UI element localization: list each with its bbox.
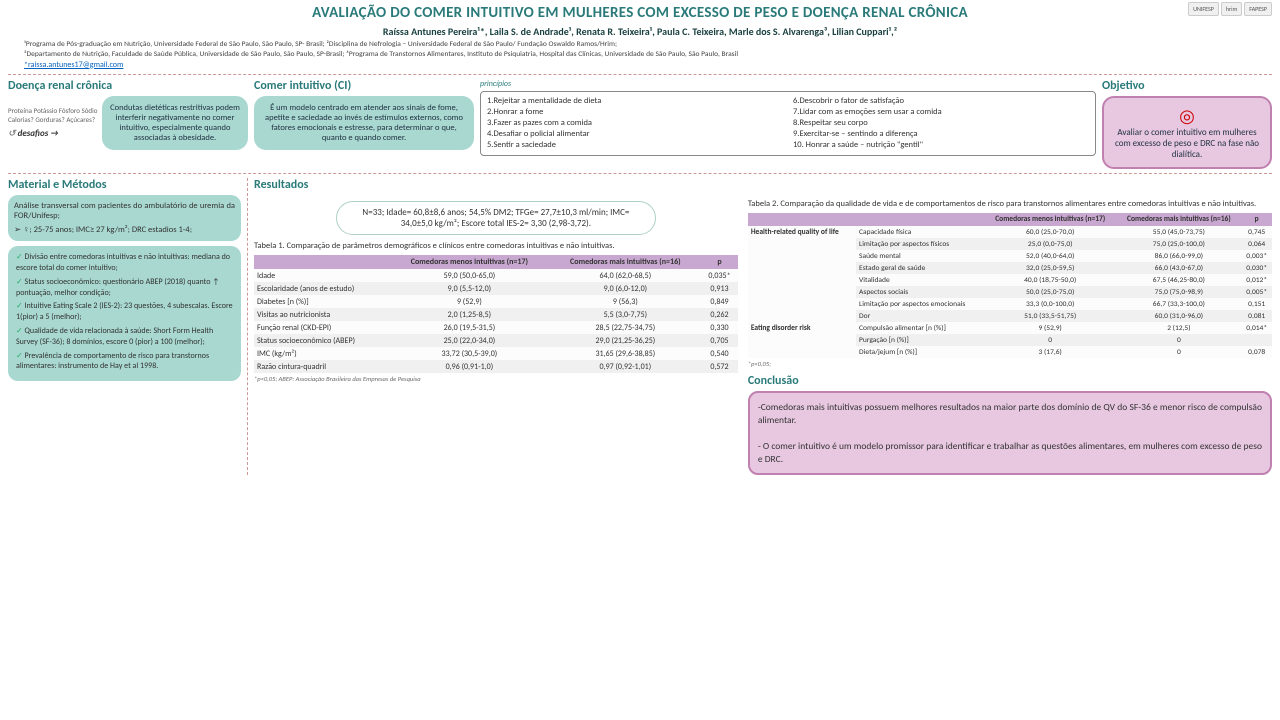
principio-item: 8.Respeitar seu corpo: [793, 118, 1089, 128]
email-link[interactable]: *raissa.antunes17@gmail.com: [24, 60, 123, 70]
table-row: IMC (kg/m²)33,72 (30,5-39,0)31,65 (29,6-…: [254, 347, 738, 360]
principio-item: 7.Lidar com as emoções sem usar a comida: [793, 107, 1089, 117]
intro-row: Doença renal crônica Proteína Potássio F…: [8, 79, 1272, 169]
table-row: Razão cintura-quadril0,96 (0,91-1,0)0,97…: [254, 360, 738, 373]
ci-title: Comer intuitivo (CI): [254, 79, 474, 93]
header: UNIFESP hrim FAPESP AVALIAÇÃO DO COMER I…: [8, 4, 1272, 70]
tbl2-foot: *p<0,05;: [748, 360, 1272, 368]
methods-list: Divisão entre comedoras intuitivas e não…: [8, 246, 241, 381]
principio-item: 6.Descobrir o fator de satisfação: [793, 96, 1089, 106]
table-row: Idade59,0 (50,0-65,0)64,0 (62,0-68,5)0,0…: [254, 269, 738, 282]
principio-item: 9.Exercitar-se – sentindo a diferença: [793, 129, 1089, 139]
methods-title: Material e Métodos: [8, 178, 241, 192]
methods-item: Prevalência de comportamento de risco pa…: [16, 351, 233, 373]
concl-title: Conclusão: [748, 374, 1272, 388]
results-summary: N=33; Idade= 60,8±8,6 anos; 54,5% DM2; T…: [336, 201, 656, 235]
principio-item: 4.Desafiar o policial alimentar: [487, 129, 783, 139]
drc-words: Proteína Potássio Fósforo Sódio Calorias…: [8, 107, 98, 124]
drc-title: Doença renal crônica: [8, 79, 248, 93]
target-icon: ◎: [1111, 105, 1263, 127]
principio-item: 3.Fazer as pazes com a comida: [487, 118, 783, 128]
concl-box: -Comedoras mais intuitivas possuem melho…: [748, 391, 1272, 475]
methods-item: Qualidade de vida relacionada à saúde: S…: [16, 326, 233, 348]
methods-box1: Análise transversal com pacientes do amb…: [8, 195, 241, 241]
table-row: Eating disorder riskCompulsão alimentar …: [748, 322, 1272, 334]
table-row: Escolaridade (anos de estudo)9,0 (5,5-12…: [254, 282, 738, 295]
principio-item: 5.Sentir a saciedade: [487, 140, 783, 150]
principios-list: 1.Rejeitar a mentalidade de dieta2.Honra…: [480, 91, 1096, 156]
authors: Raíssa Antunes Pereira¹*, Laila S. de An…: [8, 25, 1272, 38]
tbl1-foot: *p<0,05; ABEP: Associação Brasileira das…: [254, 375, 738, 383]
table-row: Status socioeconômico (ABEP)25,0 (22,0-3…: [254, 334, 738, 347]
results-title: Resultados: [254, 178, 1272, 192]
table-row: Visitas ao nutricionista2,0 (1,25-8,5)5,…: [254, 308, 738, 321]
tbl2-caption: Tabela 2. Comparação da qualidade de vid…: [748, 199, 1272, 209]
principio-item: 10. Honrar a saúde – nutrição "gentil": [793, 140, 1089, 150]
table-row: Diabetes [n (%)]9 (52,9)9 (56,3)0,849: [254, 295, 738, 308]
logos: UNIFESP hrim FAPESP: [1142, 2, 1272, 16]
desafios-label: ↺ desafios →: [8, 128, 98, 139]
poster-title: AVALIAÇÃO DO COMER INTUITIVO EM MULHERES…: [8, 4, 1272, 22]
principios-label: princípios: [480, 79, 1096, 89]
principio-item: 2.Honrar a fome: [487, 107, 783, 117]
logo: hrim: [1221, 2, 1242, 16]
logo: FAPESP: [1244, 2, 1272, 16]
tbl1-caption: Tabela 1. Comparação de parâmetros demog…: [254, 241, 738, 251]
table-1: Comedoras menos intuitivas (n=17)Comedor…: [254, 255, 738, 373]
table-row: Função renal (CKD-EPI)26,0 (19,5-31,5)28…: [254, 321, 738, 334]
ci-box: É um modelo centrado em atender aos sina…: [254, 96, 474, 150]
obj-box: ◎ Avaliar o comer intuitivo em mulheres …: [1102, 96, 1272, 169]
methods-item: Status socioeconômico: questionário ABEP…: [16, 277, 233, 299]
drc-box: Condutas dietéticas restritivas podem in…: [102, 96, 248, 150]
logo: UNIFESP: [1188, 2, 1219, 16]
methods-item: Intuitive Eating Scale 2 (IES-2): 23 que…: [16, 301, 233, 323]
table-row: Health-related quality of lifeCapacidade…: [748, 226, 1272, 238]
affiliations: ¹Programa de Pós-graduação em Nutrição, …: [8, 40, 1272, 70]
principio-item: 1.Rejeitar a mentalidade de dieta: [487, 96, 783, 106]
methods-item: Divisão entre comedoras intuitivas e não…: [16, 252, 233, 274]
table-2: Comedoras menos intuitivas (n=17)Comedor…: [748, 213, 1272, 358]
obj-title: Objetivo: [1102, 79, 1272, 93]
